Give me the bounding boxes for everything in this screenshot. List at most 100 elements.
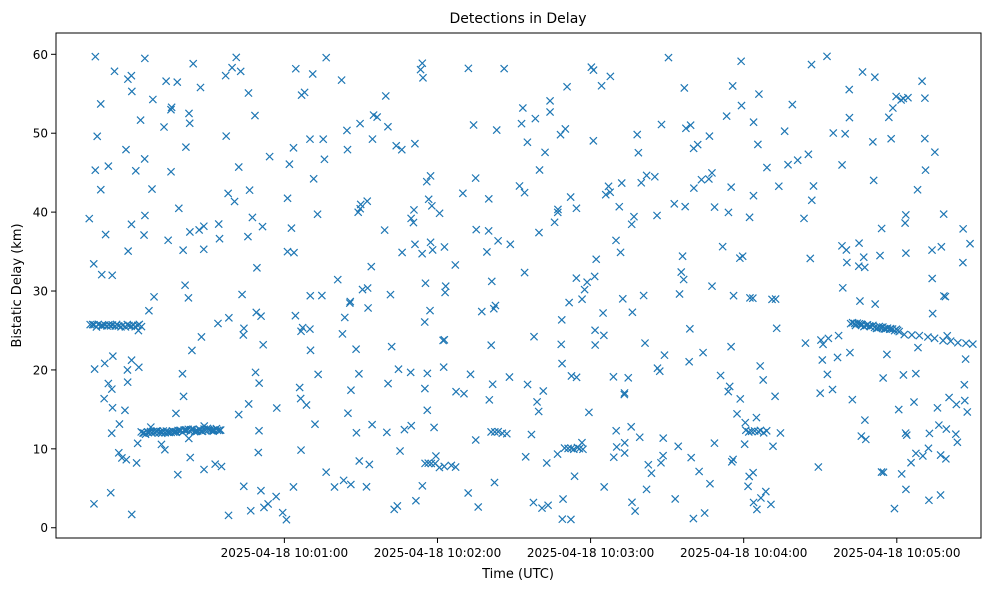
- data-point: [546, 96, 555, 105]
- y-tick-label: 30: [33, 285, 48, 299]
- data-point: [343, 145, 352, 154]
- data-point: [583, 278, 592, 287]
- data-point: [424, 459, 433, 468]
- data-point: [430, 423, 439, 432]
- data-point: [736, 394, 745, 403]
- data-point: [689, 514, 698, 523]
- data-point: [308, 69, 317, 79]
- data-point: [234, 163, 243, 172]
- data-point: [140, 231, 149, 240]
- data-point: [923, 332, 932, 342]
- data-point: [239, 330, 248, 339]
- data-point: [354, 369, 363, 378]
- data-point: [264, 499, 273, 508]
- data-point: [127, 71, 136, 80]
- data-point: [406, 368, 415, 377]
- data-point: [745, 472, 754, 481]
- data-point: [317, 291, 326, 300]
- data-point: [167, 103, 176, 112]
- data-point: [106, 488, 115, 497]
- data-point: [485, 395, 494, 404]
- y-tick-label: 60: [33, 48, 48, 62]
- data-point: [924, 496, 933, 505]
- data-point: [747, 427, 756, 436]
- data-point: [123, 365, 132, 374]
- data-point: [578, 445, 587, 454]
- data-point: [725, 382, 734, 391]
- data-point: [544, 501, 553, 510]
- data-point: [899, 370, 908, 379]
- data-point: [624, 373, 633, 382]
- data-point: [776, 428, 785, 437]
- data-point: [140, 211, 149, 220]
- data-point: [934, 421, 943, 430]
- data-point: [959, 224, 968, 233]
- data-point: [729, 455, 738, 464]
- data-point: [584, 408, 593, 417]
- data-point: [572, 274, 581, 283]
- data-point: [842, 258, 851, 267]
- data-point: [441, 288, 450, 297]
- data-point: [309, 174, 318, 183]
- data-point: [599, 309, 608, 318]
- data-point: [373, 113, 382, 122]
- data-point: [330, 482, 339, 492]
- data-point: [256, 486, 265, 495]
- data-point: [346, 297, 355, 306]
- data-point: [597, 81, 606, 90]
- data-point: [539, 386, 548, 396]
- data-point: [121, 145, 131, 154]
- data-point: [753, 140, 762, 149]
- data-point: [871, 300, 880, 309]
- data-point: [251, 368, 260, 377]
- data-point: [222, 132, 231, 141]
- data-point: [656, 458, 666, 467]
- data-point: [933, 403, 942, 412]
- data-point: [409, 218, 418, 227]
- data-point: [108, 271, 117, 280]
- data-point: [364, 303, 373, 313]
- data-point: [144, 428, 153, 437]
- data-point: [807, 196, 816, 205]
- data-point: [558, 359, 567, 368]
- data-point: [556, 130, 565, 139]
- data-point: [464, 64, 473, 73]
- data-point: [704, 174, 713, 184]
- data-point: [722, 112, 731, 121]
- data-point: [189, 59, 198, 68]
- data-point: [306, 346, 315, 355]
- data-point: [418, 73, 427, 82]
- data-point: [234, 410, 243, 419]
- data-point: [942, 425, 951, 434]
- data-point: [752, 413, 761, 422]
- data-point: [221, 71, 230, 80]
- data-point: [566, 515, 575, 524]
- data-point: [534, 407, 543, 416]
- data-point: [101, 230, 110, 239]
- data-point: [670, 199, 679, 208]
- data-point: [894, 405, 903, 414]
- data-point: [439, 363, 448, 372]
- data-point: [541, 148, 550, 157]
- y-tick-label: 40: [33, 206, 48, 220]
- plot-frame: [55, 32, 982, 539]
- data-point: [199, 245, 208, 254]
- data-point: [127, 356, 136, 365]
- data-point: [710, 203, 719, 212]
- data-point: [718, 242, 727, 251]
- data-point: [394, 365, 403, 374]
- data-point: [710, 439, 719, 448]
- data-point: [305, 135, 315, 144]
- data-point: [333, 275, 342, 284]
- data-point: [422, 177, 431, 186]
- data-point: [657, 120, 666, 129]
- data-point: [224, 313, 233, 322]
- data-point: [410, 139, 419, 148]
- data-point: [313, 210, 322, 219]
- data-point: [537, 504, 547, 513]
- data-point: [890, 504, 899, 513]
- data-point: [560, 444, 569, 453]
- data-point: [492, 126, 501, 135]
- data-point: [132, 458, 141, 467]
